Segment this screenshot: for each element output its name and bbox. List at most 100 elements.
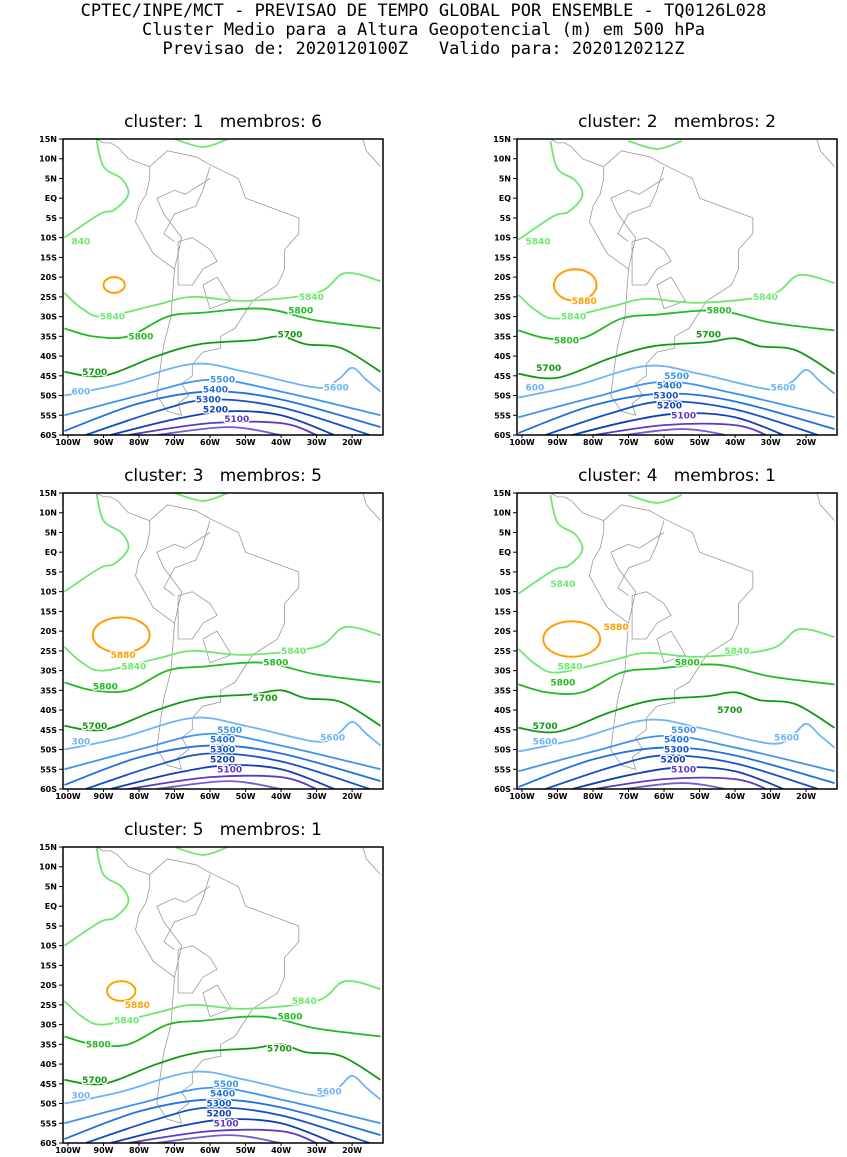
lon-tick-label: 50W [236,438,256,447]
contour-line-5500 [64,1086,381,1125]
lon-tick-label: 50W [236,792,256,801]
contour-label: 5500 [214,1080,239,1090]
lat-tick-label: 55S [40,765,57,774]
lat-tick-label: 45S [494,372,511,381]
contour-label: 5840 [526,238,551,248]
contour-label: 5880 [111,651,136,661]
lat-tick-label: 50S [40,392,57,401]
contour-label: 5100 [224,415,249,425]
figure-title-line3: Previsao de: 2020120100Z Valido para: 20… [162,39,685,59]
contour-line-5300 [85,1106,371,1143]
lon-tick-label: 90W [94,438,114,447]
contour-line-5200 [110,1118,335,1143]
lat-tick-label: 15S [40,961,57,970]
lat-tick-label: 5N [45,528,57,537]
contour-label: 5200 [206,1109,231,1119]
lon-tick-label: 100W [55,792,81,801]
lat-tick-label: 5N [499,174,511,183]
contour-line-5840 [63,847,130,947]
lon-tick-label: 50W [690,792,710,801]
coastline [177,945,218,994]
coastline [656,276,686,310]
contour-line-5880 [102,276,126,294]
lat-tick-label: 35S [40,332,57,341]
lat-tick-label: 15S [494,607,511,616]
coastline [550,139,604,167]
lat-tick-label: 20S [494,273,511,282]
contour-line-5400 [64,1098,381,1140]
lat-tick-label: 35S [40,1040,57,1049]
lon-tick-label: 90W [548,792,568,801]
lat-tick-label: EQ [499,548,511,557]
contour-line-5000 [156,780,282,789]
contour-line-5800 [64,307,381,340]
contour-label: 5840 [114,1017,139,1027]
lon-tick-label: 30W [307,438,327,447]
lat-tick-label: 10S [494,234,511,243]
lat-tick-label: EQ [45,902,57,911]
lon-tick-label: 60W [654,792,674,801]
figure-title-line2: Cluster Medio para a Altura Geopotencial… [142,20,705,40]
coastline [177,237,218,286]
coastline [362,139,381,167]
contour-label: 5700 [82,722,107,732]
coastline [631,591,672,640]
lat-tick-label: EQ [499,194,511,203]
contour-label: 300 [72,1092,91,1102]
contour-line-5800 [64,1015,381,1048]
lon-tick-label: 30W [307,1146,327,1155]
contour-label: 5500 [664,372,689,382]
lat-tick-label: 60S [494,785,511,794]
lat-tick-label: 30S [494,667,511,676]
lat-tick-label: 40S [494,706,511,715]
lon-tick-label: 40W [725,792,745,801]
lat-tick-label: 50S [40,746,57,755]
coastline [550,493,604,521]
contour-line-5880 [91,616,151,654]
coastline [156,886,211,978]
contour-label: 5840 [299,293,324,303]
contour-label: 5700 [278,330,303,340]
coastline [177,591,218,640]
lat-tick-label: 20S [40,981,57,990]
coastline [163,874,211,950]
contour-label: 5100 [214,1119,239,1129]
contour-label: 5840 [100,313,125,323]
lat-tick-label: 15N [39,489,57,498]
coastline [96,847,150,875]
contour-label: 5400 [210,736,235,746]
contour-line-5840 [517,627,835,674]
contour-line-5400 [518,392,835,434]
lon-tick-label: 20W [796,438,816,447]
map-frame [62,138,384,436]
contour-label: 5700 [533,722,558,732]
contour-line-5880 [106,980,137,1002]
lat-tick-label: 30S [40,667,57,676]
lon-tick-label: 70W [165,438,185,447]
contour-line-5300 [542,400,821,435]
lat-tick-label: 10N [493,509,511,518]
lat-tick-label: 5S [46,214,58,223]
lat-tick-label: 60S [40,785,57,794]
contour-label: 5700 [82,368,107,378]
coastline [656,630,686,664]
coastline [163,166,211,242]
contour-label: 5600 [320,734,345,744]
contour-label: 5840 [550,580,575,590]
lat-tick-label: 5N [45,174,57,183]
lat-tick-label: 45S [40,372,57,381]
coastline [816,493,835,521]
coastline [96,139,150,167]
contour-line-5400 [64,390,381,432]
contour-label: 5300 [196,395,221,405]
contour-label: 5200 [203,405,228,415]
lat-tick-label: 40S [40,352,57,361]
lat-tick-label: 30S [40,1021,57,1030]
contour-label: 300 [72,738,91,748]
contour-line-5600 [518,718,836,753]
lat-tick-label: 5S [46,922,58,931]
lat-tick-label: 30S [494,313,511,322]
lat-tick-label: 45S [40,1080,57,1089]
contour-line-5840 [63,626,381,672]
lat-tick-label: 5S [46,568,58,577]
